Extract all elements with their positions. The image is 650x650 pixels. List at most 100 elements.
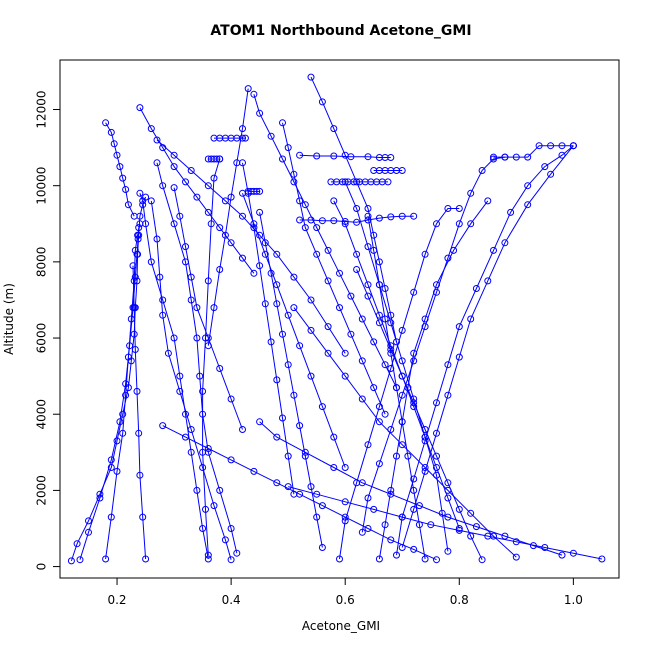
- y-tick-label: 6000: [35, 323, 49, 354]
- data-point: [241, 134, 249, 142]
- data-point: [239, 212, 246, 220]
- data-point: [176, 387, 184, 395]
- data-point: [279, 414, 286, 422]
- data-point: [381, 315, 389, 323]
- data-point: [398, 441, 406, 449]
- data-point: [324, 323, 332, 331]
- data-point: [375, 418, 383, 426]
- data-point: [375, 403, 383, 411]
- data-point: [133, 387, 141, 395]
- data-point: [182, 178, 189, 186]
- data-point: [261, 239, 269, 247]
- x-tick-label: 0.8: [450, 593, 469, 607]
- data-point: [444, 513, 452, 521]
- data-point: [273, 433, 281, 441]
- data-point: [116, 418, 124, 426]
- data-point: [421, 467, 429, 475]
- data-point: [347, 292, 355, 300]
- data-point: [387, 490, 395, 498]
- data-point: [221, 231, 229, 239]
- data-point: [318, 98, 326, 106]
- data-point: [444, 205, 452, 212]
- data-point: [107, 464, 115, 471]
- data-point: [318, 403, 326, 411]
- data-point: [341, 513, 349, 521]
- data-point: [484, 197, 492, 205]
- data-point: [227, 395, 235, 403]
- x-axis: 0.2 0.4 0.6 0.8 1.0: [107, 577, 583, 607]
- data-point: [136, 104, 144, 112]
- data-point: [370, 384, 378, 392]
- data-point: [410, 475, 418, 483]
- data-point: [455, 505, 463, 513]
- data-point: [358, 357, 366, 365]
- data-point: [170, 184, 178, 192]
- data-point: [398, 418, 406, 426]
- data-point: [216, 486, 224, 494]
- data-point: [261, 300, 269, 308]
- data-point: [478, 167, 486, 174]
- data-point: [202, 505, 209, 513]
- data-point: [307, 483, 315, 491]
- data-point: [484, 532, 492, 540]
- data-point: [182, 433, 189, 441]
- data-point: [85, 528, 92, 536]
- data-point: [307, 296, 315, 304]
- data-point: [410, 288, 418, 296]
- data-point: [244, 85, 252, 93]
- data-point: [273, 300, 281, 308]
- data-point: [130, 330, 138, 338]
- data-point: [455, 353, 463, 361]
- y-axis-label: Altitude (m): [2, 283, 16, 355]
- data-point: [455, 220, 463, 228]
- data-point: [307, 326, 315, 334]
- data-point: [384, 178, 392, 186]
- series-line: [253, 94, 397, 388]
- data-point: [130, 212, 138, 220]
- series-line: [156, 162, 238, 554]
- data-point: [122, 380, 130, 388]
- data-point: [398, 212, 406, 220]
- data-point: [558, 142, 566, 150]
- data-point: [187, 167, 195, 174]
- data-point: [381, 521, 389, 529]
- data-point: [353, 250, 361, 258]
- series-27: [290, 304, 520, 561]
- data-point: [131, 273, 139, 281]
- data-point: [336, 304, 343, 312]
- data-point: [467, 509, 475, 517]
- data-point: [364, 205, 372, 212]
- data-point: [444, 361, 452, 369]
- series-33: [239, 189, 349, 471]
- data-point: [153, 159, 161, 167]
- data-point: [347, 330, 355, 338]
- data-point: [318, 217, 326, 225]
- data-point: [381, 361, 389, 369]
- data-point: [307, 372, 315, 380]
- data-point: [307, 73, 315, 81]
- series-line: [70, 196, 147, 562]
- data-point: [187, 426, 195, 433]
- series-5: [129, 262, 150, 563]
- series-line: [299, 215, 414, 223]
- data-point: [113, 151, 121, 159]
- data-point: [341, 349, 349, 357]
- data-point: [290, 273, 298, 281]
- data-point: [364, 525, 372, 532]
- data-point: [318, 544, 326, 551]
- x-tick-label: 1.0: [564, 593, 583, 607]
- series-36: [327, 178, 392, 186]
- data-point: [284, 144, 292, 152]
- series-line: [333, 200, 460, 529]
- data-point: [204, 208, 212, 216]
- data-point: [364, 153, 372, 161]
- data-point: [129, 262, 137, 270]
- data-point: [387, 486, 395, 494]
- series-line: [356, 269, 483, 560]
- series-line: [259, 421, 563, 556]
- series-40: [204, 155, 224, 163]
- data-point: [216, 266, 224, 273]
- data-point: [387, 154, 395, 161]
- data-point: [358, 479, 366, 487]
- data-point: [364, 494, 372, 502]
